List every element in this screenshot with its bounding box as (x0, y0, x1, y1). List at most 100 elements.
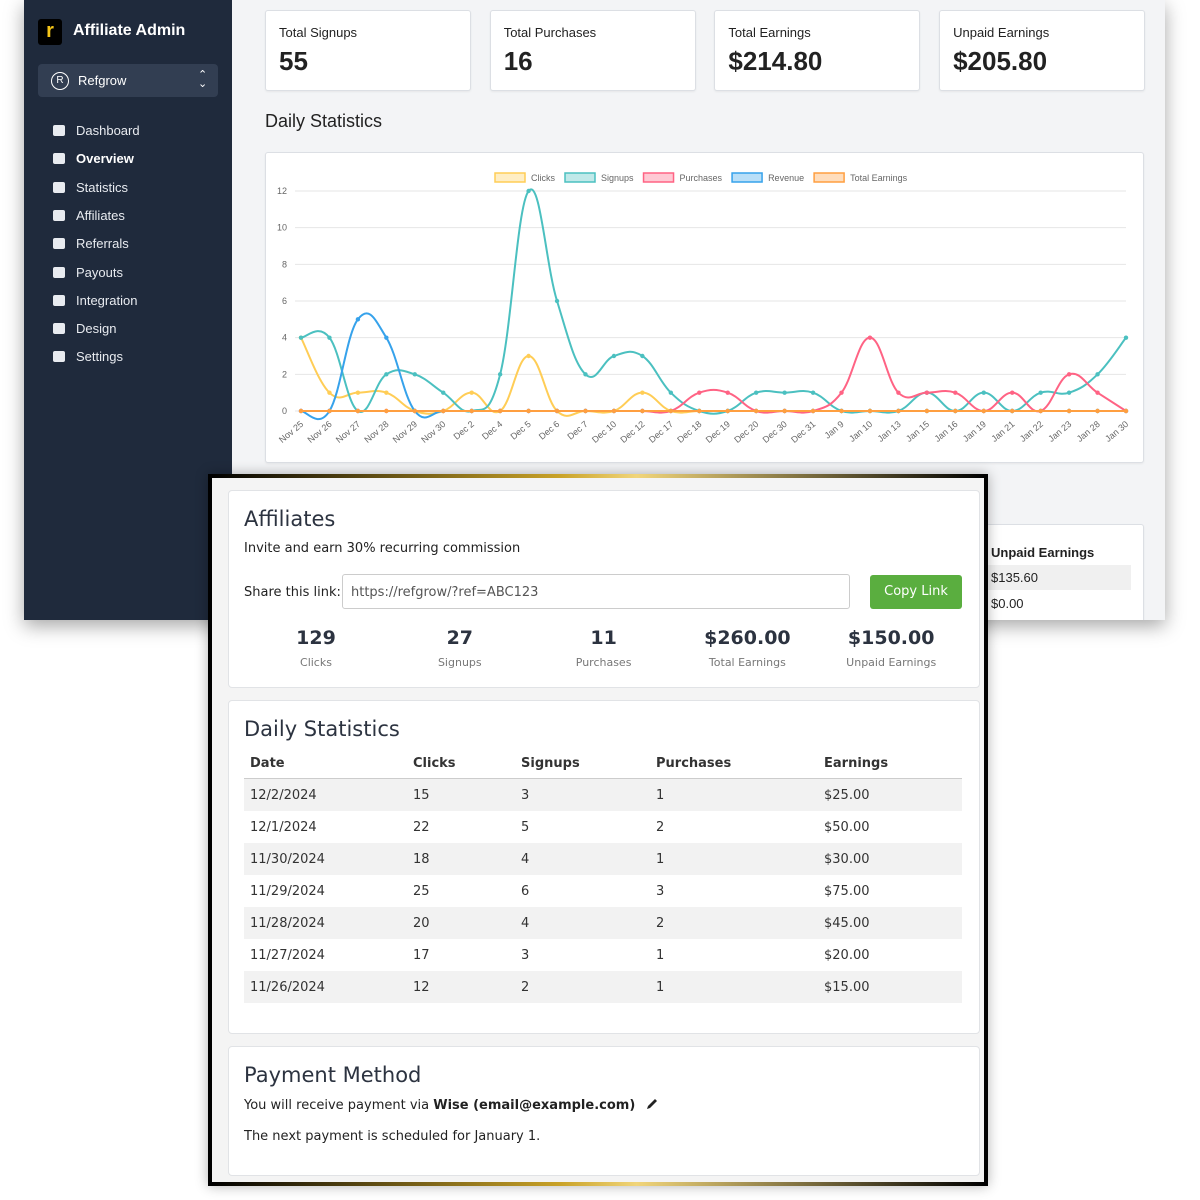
legend-swatch (642, 172, 675, 183)
chart-card: 0 2 4 6 8 10 12 Nov 25 Nov 26 Nov 27 Nov 28 Nov 29 N… (265, 152, 1144, 463)
stat-value: $260.00 (704, 627, 791, 649)
data-point (355, 408, 361, 414)
data-point (697, 408, 702, 414)
edit-icon[interactable] (645, 1097, 659, 1111)
nav-item[interactable]: Referrals (53, 236, 129, 252)
data-point (469, 390, 474, 395)
data-point (526, 353, 531, 359)
y-tick-label: 6 (282, 296, 287, 306)
data-point (1095, 372, 1100, 377)
table-cell: 17 (413, 948, 430, 963)
data-point (839, 408, 844, 414)
legend-label: Total Earnings (850, 173, 908, 183)
data-point (611, 408, 617, 414)
stat-label: Total Signups (279, 25, 358, 40)
link-input[interactable]: https://refgrow/?ref=ABC123 (342, 574, 850, 609)
data-point (1038, 408, 1043, 414)
stat-value: $205.80 (953, 46, 1048, 76)
stat-label: Total Earnings (708, 656, 786, 669)
data-point (810, 408, 816, 414)
data-point (441, 408, 446, 414)
legend-label: Revenue (768, 173, 804, 183)
data-point (924, 408, 930, 414)
y-tick-label: 0 (282, 406, 287, 416)
x-tick-label: Nov 29 (391, 419, 419, 445)
stat-value: 16 (503, 46, 533, 76)
row-stripe (244, 971, 962, 1003)
data-point (1123, 408, 1129, 414)
workspace-select[interactable]: R Refgrow ⌃ ⌄ (38, 64, 218, 97)
data-point (384, 372, 389, 377)
data-point (668, 408, 674, 414)
nav-item[interactable]: Settings (53, 349, 123, 365)
table-cell: 4 (521, 916, 530, 931)
daily-card: Daily Statistics Date Clicks Signups Purcha… (228, 700, 980, 1034)
stat-label: Clicks (300, 656, 332, 669)
stat-label: Total Earnings (728, 25, 811, 40)
legend-item: Total Earnings (813, 172, 908, 183)
y-tick-label: 8 (282, 259, 287, 269)
nav-item[interactable]: Affiliates (53, 207, 125, 223)
table-cell: 3 (656, 884, 665, 899)
x-tick-label: Dec 4 (480, 419, 504, 442)
data-point (327, 408, 332, 414)
table-cell: 11/27/2024 (250, 948, 325, 963)
data-point (640, 353, 645, 359)
table-cell: 2 (521, 980, 530, 995)
series-line (300, 336, 1127, 414)
data-point (753, 390, 759, 395)
sidebar: r Affiliate Admin R Refgrow ⌃ ⌄ Dashboard… (24, 0, 232, 620)
copy-button[interactable]: Copy Link (870, 575, 962, 609)
nav-item[interactable]: Design (52, 321, 117, 337)
data-point (981, 390, 986, 395)
table-cell: 11/29/2024 (250, 884, 325, 899)
nav-item[interactable]: Dashboard (53, 123, 140, 138)
payment-text: You will receive payment via Wise (email… (244, 1097, 659, 1113)
table-cell: 20 (413, 916, 430, 931)
data-point (355, 390, 361, 395)
nav-item[interactable]: Overview (53, 151, 134, 167)
data-point (355, 317, 361, 322)
data-point (1038, 390, 1043, 395)
affiliates-card: Affiliates Invite and earn 30% recurring… (228, 490, 980, 688)
data-point (441, 390, 446, 395)
nav-item[interactable]: Payouts (53, 264, 123, 280)
table-cell: 5 (521, 820, 530, 835)
x-tick-label: Nov 28 (362, 419, 390, 445)
table-cell: 11/30/2024 (250, 852, 325, 867)
y-tick-label: 2 (282, 369, 287, 379)
table-cell: $25.00 (824, 788, 870, 803)
stat-value: 11 (590, 627, 617, 649)
table-cell: 1 (656, 788, 665, 803)
data-point (298, 408, 304, 414)
legend-swatch (564, 172, 596, 183)
data-point (867, 335, 873, 340)
table-cell: 12/1/2024 (250, 820, 317, 835)
table-cell: $50.00 (824, 820, 870, 835)
row-stripe (244, 907, 962, 939)
data-point (668, 390, 674, 395)
x-tick-label: Dec 19 (704, 419, 732, 445)
workspace-name: Refgrow (78, 73, 127, 88)
column-header: Clicks (413, 756, 456, 771)
row-stripe (244, 779, 962, 811)
legend-item: Clicks (494, 172, 555, 183)
nav-item[interactable]: Integration (52, 292, 138, 308)
column-header: Date (250, 756, 285, 771)
legend-item: Revenue (731, 172, 804, 183)
nav-item[interactable]: Statistics (52, 179, 129, 195)
stat-value: $150.00 (847, 627, 935, 649)
data-point (1095, 390, 1100, 395)
table-cell: $45.00 (824, 916, 870, 931)
header-rule (244, 778, 962, 779)
series-line (300, 337, 1126, 417)
data-point (753, 408, 759, 414)
x-tick-label: Jan 21 (989, 419, 1016, 444)
legend-swatch (494, 172, 526, 183)
x-tick-label: Jan 15 (904, 419, 931, 444)
subtitle: Invite and earn 30% recurring commission (244, 541, 521, 556)
stat-card: Total Signups 55 (265, 10, 471, 91)
table-cell: $20.00 (824, 948, 870, 963)
x-tick-label: Dec 7 (565, 419, 589, 442)
stat-value: 55 (279, 46, 308, 76)
